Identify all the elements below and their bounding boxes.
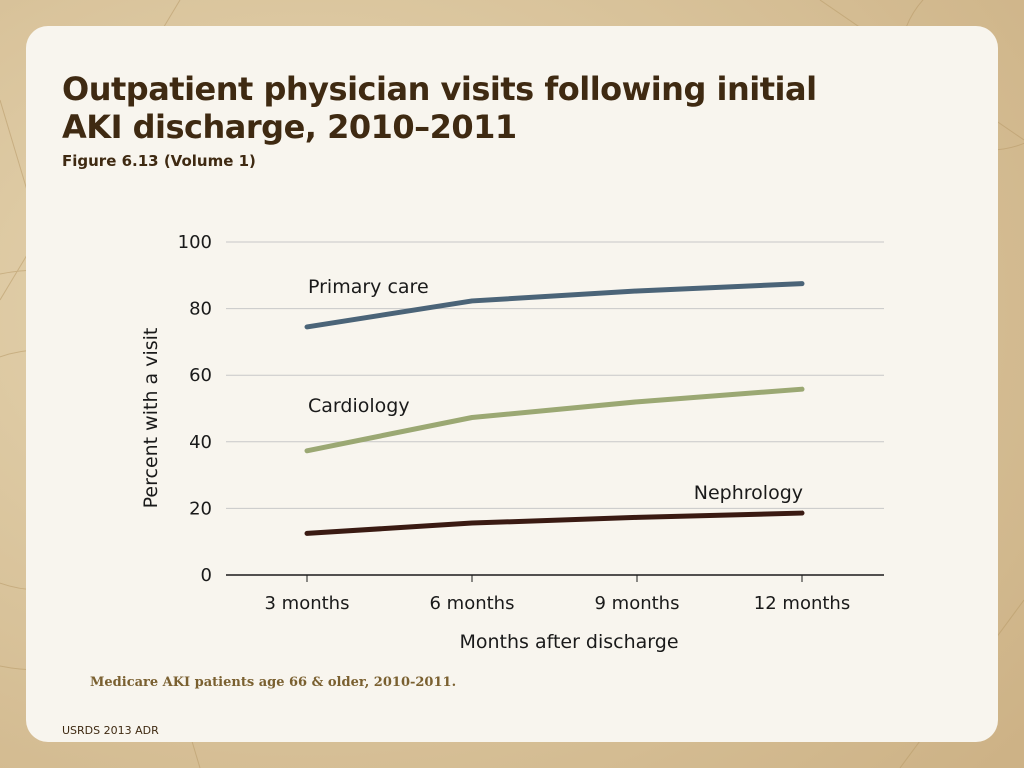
x-tick-label: 6 months bbox=[430, 593, 515, 614]
y-tick-label: 100 bbox=[178, 232, 212, 253]
footer-text: USRDS 2013 ADR bbox=[62, 724, 159, 737]
x-axis-title: Months after discharge bbox=[459, 631, 678, 653]
gridlines bbox=[226, 241, 884, 509]
y-tick-label: 40 bbox=[189, 432, 212, 453]
series-line-primary-care bbox=[304, 281, 805, 330]
content-panel bbox=[26, 26, 998, 742]
y-tick-label: 80 bbox=[189, 299, 212, 320]
labels: 0 20 40 60 80 100 3 months 6 months 9 months 12 m… bbox=[140, 232, 850, 653]
series-label: Nephrology bbox=[694, 482, 803, 504]
y-tick-label: 20 bbox=[189, 498, 212, 519]
series-label: Cardiology bbox=[308, 395, 410, 417]
y-tick-label: 0 bbox=[201, 565, 212, 586]
series-line-cardiology bbox=[304, 386, 805, 454]
series-label: Primary care bbox=[308, 276, 429, 298]
x-tick-label: 3 months bbox=[265, 593, 350, 614]
series-line-nephrology bbox=[304, 510, 805, 536]
axes bbox=[226, 574, 884, 582]
slide-title: Outpatient physician visits following in… bbox=[62, 70, 817, 146]
series-lines bbox=[304, 281, 805, 536]
x-tick-label: 9 months bbox=[595, 593, 680, 614]
figure-subtitle: Figure 6.13 (Volume 1) bbox=[62, 152, 256, 170]
y-tick-label: 60 bbox=[189, 365, 212, 386]
y-axis-title: Percent with a visit bbox=[140, 328, 162, 509]
data-source-note: Medicare AKI patients age 66 & older, 20… bbox=[90, 675, 457, 690]
x-tick-label: 12 months bbox=[754, 593, 850, 614]
